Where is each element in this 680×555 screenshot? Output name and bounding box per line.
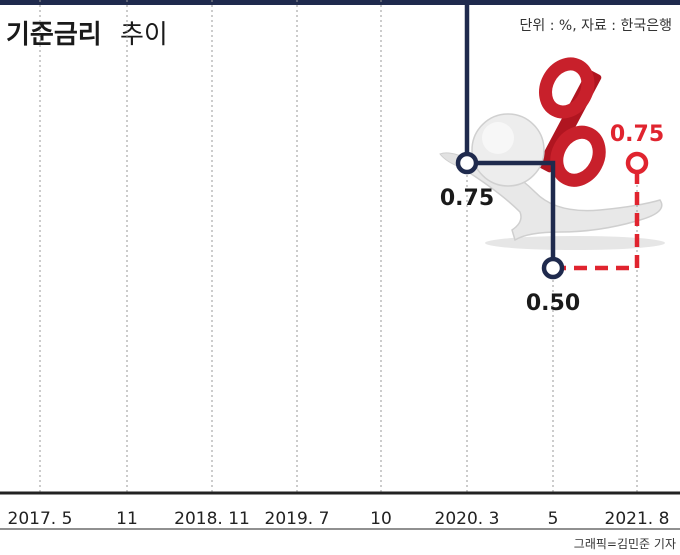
rate-value-label: 0.50 xyxy=(526,291,580,316)
forecast-step-line xyxy=(553,163,640,271)
graphic-credit: 그래픽=김민준 기자 xyxy=(574,537,676,551)
top-frame-bar xyxy=(0,0,680,5)
rate-point xyxy=(541,256,565,280)
x-axis-tick-labels: 2017. 5 11 2018. 11 2019. 7 10 2020. 3 5 2021. … xyxy=(8,509,670,529)
x-tick-label: 2019. 7 xyxy=(265,509,330,529)
chart-title-light: 추이 xyxy=(120,20,168,50)
rate-point xyxy=(455,151,479,175)
rate-value-label: 0.75 xyxy=(610,122,664,147)
rate-value-label: 0.75 xyxy=(440,186,494,211)
rate-value-label: 1.25 xyxy=(354,0,408,1)
x-tick-label: 2017. 5 xyxy=(8,509,73,529)
rate-point xyxy=(625,151,649,175)
x-tick-label: 2021. 8 xyxy=(605,509,670,529)
x-tick-label: 5 xyxy=(548,509,559,529)
x-tick-label: 10 xyxy=(370,509,392,529)
chart-title-bold: 기준금리 xyxy=(6,20,102,50)
vertical-guide-lines xyxy=(39,0,638,493)
x-tick-label: 11 xyxy=(116,509,138,529)
rate-data-labels: 1.251.501.751.501.250.750.500.75 xyxy=(354,0,664,316)
x-tick-label: 2018. 11 xyxy=(174,509,250,529)
unit-source-note: 단위 : %, 자료 : 한국은행 xyxy=(520,18,672,34)
rate-point-markers xyxy=(455,151,649,280)
x-tick-label: 2020. 3 xyxy=(435,509,500,529)
